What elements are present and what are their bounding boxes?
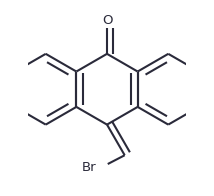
Text: O: O	[102, 14, 112, 27]
Text: Br: Br	[82, 161, 97, 174]
